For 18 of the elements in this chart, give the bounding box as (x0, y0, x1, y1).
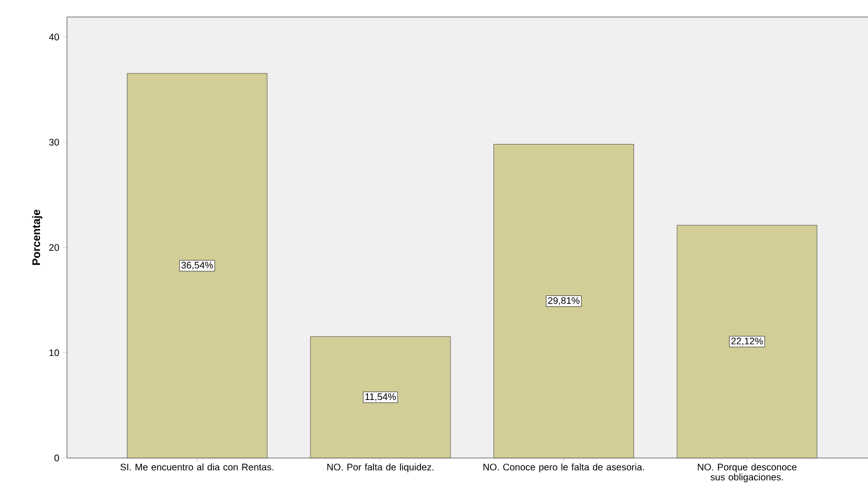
bar (676, 224, 818, 458)
bar (310, 336, 451, 458)
y-tick-label: 10 (50, 349, 60, 356)
data-label: 36,54% (181, 262, 213, 270)
y-tick-label: 0 (54, 454, 60, 462)
y-tick-label: 40 (49, 34, 60, 40)
y-tick-label: 20 (49, 244, 60, 251)
x-tick-label: NO. Por falta de liquidez. (327, 463, 434, 472)
data-label: 22,12% (731, 338, 763, 346)
x-tick-label: SI. Me encuentro al dia con Rentas. (120, 463, 274, 470)
y-tick-label: 30 (49, 138, 60, 146)
bar (494, 144, 634, 458)
x-tick-label: NO. Porque desconoce sus obligaciones. (698, 463, 796, 482)
x-tick-label: NO. Conoce pero le falta de asesoria. (483, 463, 644, 472)
data-label: 11,54% (365, 393, 396, 402)
y-axis-title: Porcentaje (32, 210, 42, 265)
bar (126, 73, 268, 458)
data-label: 29,81% (548, 297, 580, 306)
